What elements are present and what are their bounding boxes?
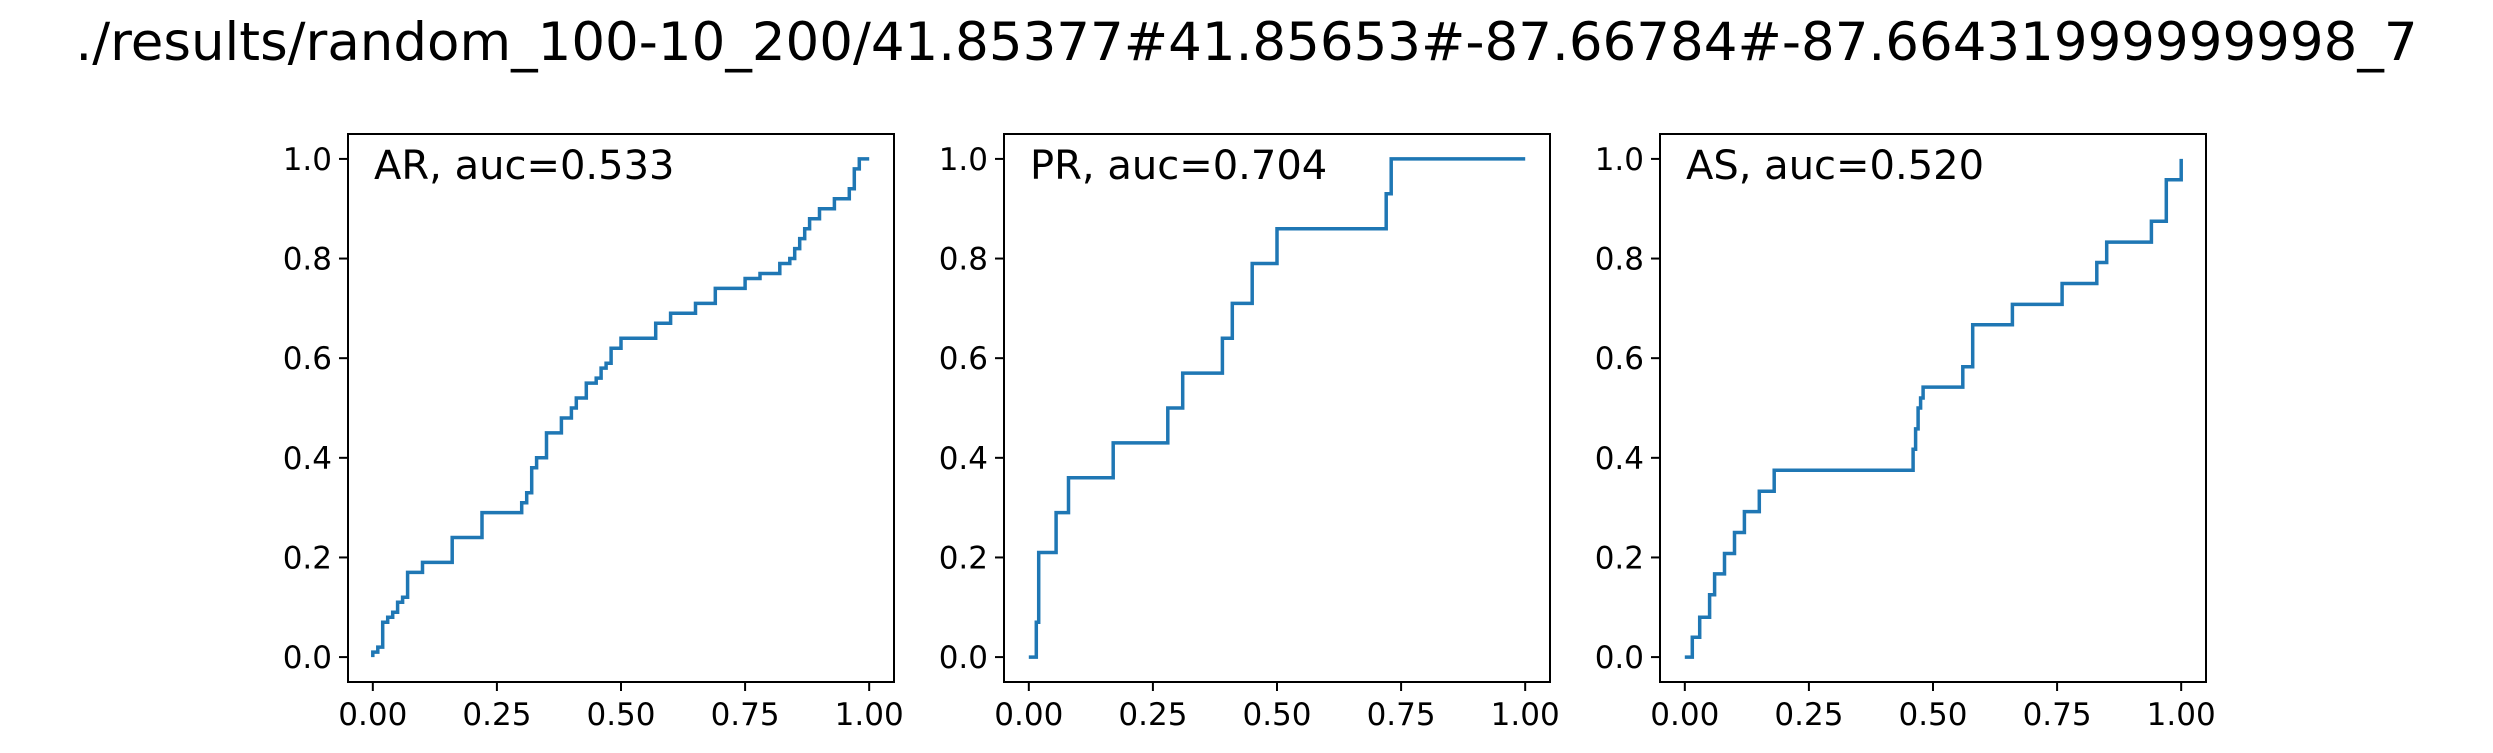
x-tick-label: 0.25 — [1118, 697, 1187, 733]
x-tick-label: 0.00 — [994, 697, 1063, 733]
y-tick-label: 0.2 — [283, 540, 332, 576]
x-tick-label: 0.00 — [338, 697, 407, 733]
y-tick-label: 0.4 — [939, 441, 988, 477]
y-tick-label: 0.8 — [283, 242, 332, 278]
y-tick-label: 0.8 — [939, 242, 988, 278]
x-tick-label: 0.50 — [1898, 697, 1967, 733]
x-tick-label: 0.75 — [1367, 697, 1436, 733]
x-tick-label: 0.50 — [586, 697, 655, 733]
x-tick-label: 0.00 — [1650, 697, 1719, 733]
x-tick-label: 1.00 — [835, 697, 904, 733]
y-tick-label: 0.0 — [283, 640, 332, 676]
panel-title: AR, auc=0.533 — [374, 143, 674, 189]
y-tick-label: 0.0 — [1595, 640, 1644, 676]
y-tick-label: 1.0 — [283, 142, 332, 178]
y-tick-label: 1.0 — [1595, 142, 1644, 178]
x-tick-label: 1.00 — [1491, 697, 1560, 733]
y-tick-label: 0.4 — [1595, 441, 1644, 477]
series-line-1 — [371, 157, 870, 658]
figure-title: ./results/random_100-10_200/41.85377#41.… — [75, 12, 2418, 73]
series-line-1 — [1684, 158, 2183, 659]
chart-panel-3: 0.00 0.25 0.50 0.75 1.00 0.0 0.2 0.4 0.6 0.8 1.0 AS… — [1595, 133, 2216, 733]
x-tick-label: 0.25 — [462, 697, 531, 733]
panel-title: PR, auc=0.704 — [1030, 143, 1327, 189]
x-tick-label: 0.75 — [711, 697, 780, 733]
chart-panel-1: 0.00 0.25 0.50 0.75 1.00 0.0 0.2 0.4 0.6 0.8 1.0 AR… — [283, 133, 904, 733]
y-tick-label: 0.8 — [1595, 242, 1644, 278]
axes-frame — [347, 133, 895, 683]
y-tick-label: 0.2 — [939, 540, 988, 576]
x-tick-label: 1.00 — [2147, 697, 2216, 733]
panel-title: AS, auc=0.520 — [1686, 143, 1984, 189]
y-tick-label: 0.6 — [939, 341, 988, 377]
y-tick-label: 0.2 — [1595, 540, 1644, 576]
chart-panel-2: 0.00 0.25 0.50 0.75 1.00 0.0 0.2 0.4 0.6 0.8 1.0 PR… — [939, 133, 1560, 733]
y-tick-label: 0.6 — [1595, 341, 1644, 377]
y-tick-label: 0.0 — [939, 640, 988, 676]
axes-frame — [1659, 133, 2207, 683]
x-tick-label: 0.50 — [1242, 697, 1311, 733]
x-tick-label: 0.75 — [2023, 697, 2092, 733]
y-tick-label: 1.0 — [939, 142, 988, 178]
x-tick-label: 0.25 — [1774, 697, 1843, 733]
axes-frame — [1003, 133, 1551, 683]
series-line-1 — [1028, 157, 1526, 659]
y-tick-label: 0.4 — [283, 441, 332, 477]
y-tick-label: 0.6 — [283, 341, 332, 377]
